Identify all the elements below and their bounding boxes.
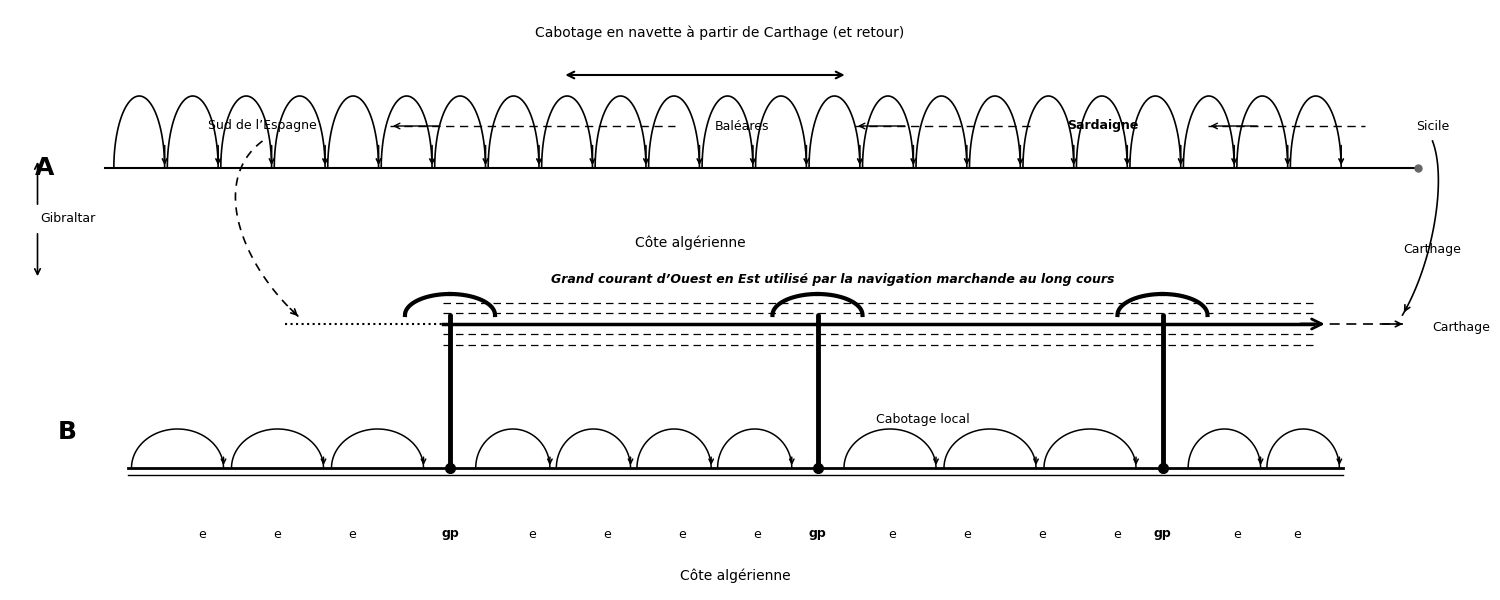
- Text: e: e: [1038, 527, 1047, 541]
- Text: e: e: [603, 527, 612, 541]
- Text: gp: gp: [808, 527, 826, 541]
- Text: Côte algérienne: Côte algérienne: [634, 236, 746, 250]
- Text: e: e: [678, 527, 687, 541]
- Text: Baléares: Baléares: [716, 119, 770, 133]
- Text: B: B: [58, 420, 76, 444]
- Text: e: e: [963, 527, 972, 541]
- Text: Cabotage en navette à partir de Carthage (et retour): Cabotage en navette à partir de Carthage…: [536, 26, 904, 40]
- Text: e: e: [753, 527, 762, 541]
- Text: Carthage: Carthage: [1404, 243, 1461, 256]
- Text: gp: gp: [1154, 527, 1172, 541]
- Text: Gibraltar: Gibraltar: [40, 212, 94, 226]
- Text: e: e: [273, 527, 282, 541]
- Text: Carthage: Carthage: [1432, 320, 1491, 334]
- Text: e: e: [348, 527, 357, 541]
- Text: Côte algérienne: Côte algérienne: [680, 569, 790, 583]
- Text: e: e: [198, 527, 207, 541]
- Text: A: A: [36, 156, 54, 180]
- Text: Cabotage local: Cabotage local: [876, 413, 969, 427]
- Text: e: e: [1113, 527, 1122, 541]
- Text: e: e: [1293, 527, 1302, 541]
- Text: e: e: [888, 527, 897, 541]
- Text: Sardaigne: Sardaigne: [1066, 119, 1138, 133]
- Text: Sicile: Sicile: [1416, 119, 1449, 133]
- Text: e: e: [528, 527, 537, 541]
- Text: gp: gp: [441, 527, 459, 541]
- Text: Sud de l’Espagne: Sud de l’Espagne: [209, 119, 316, 133]
- Text: Grand courant d’Ouest en Est utilisé par la navigation marchande au long cours: Grand courant d’Ouest en Est utilisé par…: [550, 272, 1114, 286]
- Text: e: e: [1233, 527, 1242, 541]
